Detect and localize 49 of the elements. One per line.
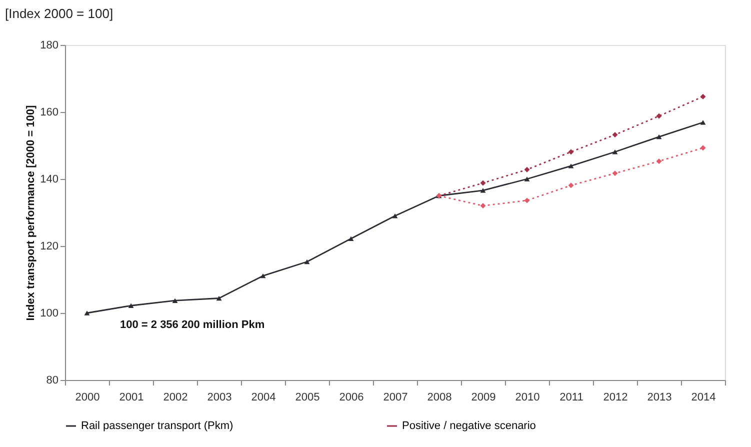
y-tick-label: 120 <box>40 240 58 252</box>
point <box>84 310 90 316</box>
y-tick-label: 160 <box>40 106 58 118</box>
x-tick-label: 2012 <box>603 392 628 404</box>
y-tick-label: 100 <box>40 308 58 320</box>
y-tick-label: 80 <box>46 374 58 386</box>
point <box>480 188 486 193</box>
y-tick-label: 180 <box>40 40 58 52</box>
point <box>172 298 178 303</box>
point <box>480 203 486 209</box>
x-tick-label: 2005 <box>295 392 320 404</box>
point <box>216 296 222 301</box>
point <box>568 164 574 168</box>
point <box>656 113 662 119</box>
x-tick-label: 2014 <box>691 392 716 404</box>
y-axis-title: Index transport performance [2000 = 100] <box>25 104 38 321</box>
point <box>524 198 530 204</box>
x-tick-label: 2010 <box>515 392 540 404</box>
point <box>700 94 706 100</box>
point <box>480 180 486 186</box>
point <box>524 176 530 182</box>
x-tick-label: 2003 <box>207 392 232 404</box>
point <box>612 170 618 176</box>
y-tick-label: 140 <box>40 174 58 186</box>
annotation: 100 = 2 356 200 million Pkm <box>120 319 265 331</box>
point <box>128 303 134 308</box>
point <box>656 134 662 140</box>
point <box>348 236 354 241</box>
x-tick-label: 2000 <box>75 392 100 404</box>
x-tick-label: 2006 <box>339 392 364 404</box>
x-tick-label: 2009 <box>471 392 496 404</box>
point <box>304 259 310 264</box>
x-tick-label: 2001 <box>119 392 144 404</box>
point <box>612 132 618 138</box>
point <box>700 145 706 151</box>
x-tick-label: 2007 <box>383 392 408 404</box>
x-tick-label: 2008 <box>427 392 452 404</box>
x-tick-label: 2013 <box>647 392 672 404</box>
point <box>568 149 574 155</box>
x-tick-label: 2004 <box>251 392 276 404</box>
point <box>524 166 530 172</box>
point <box>700 120 706 125</box>
point <box>568 182 574 188</box>
chart-title: [Index 2000 = 100] <box>5 6 114 21</box>
legend-label: Rail passenger transport (Pkm) <box>81 420 234 432</box>
x-tick-label: 2011 <box>560 392 584 404</box>
point <box>260 273 266 278</box>
legend-label: Positive / negative scenario <box>402 420 536 432</box>
x-tick-label: 2002 <box>163 392 188 404</box>
